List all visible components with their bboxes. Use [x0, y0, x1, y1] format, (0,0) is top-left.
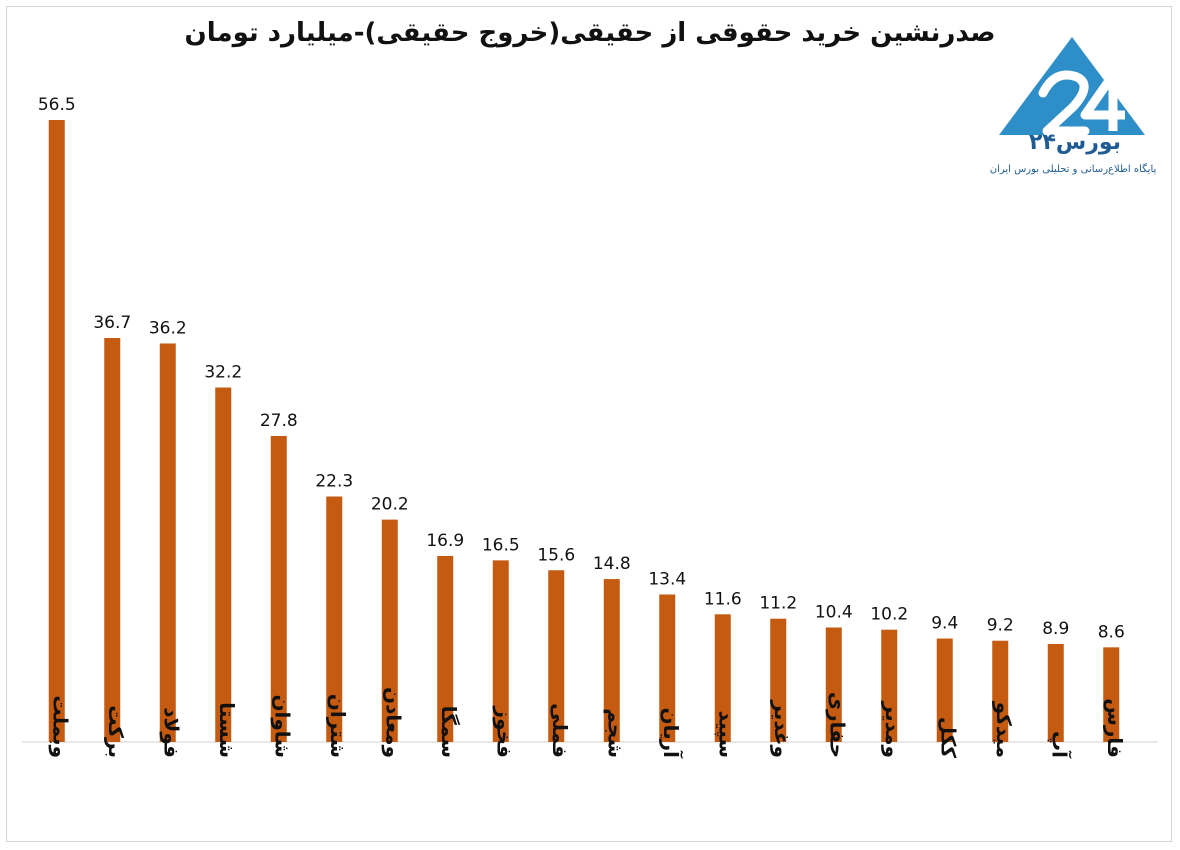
data-label-6: 22.3	[315, 472, 353, 492]
x-tick-label-15: حفاری	[825, 692, 849, 758]
data-label-12: 13.4	[648, 569, 686, 589]
bar-12	[659, 594, 676, 742]
x-tick-label-3: فولاد	[159, 707, 183, 758]
bar-1	[48, 120, 65, 742]
data-label-3: 36.2	[149, 318, 187, 338]
data-label-18: 9.2	[987, 616, 1014, 636]
bar-13	[714, 614, 731, 742]
x-tick-label-12: آریان	[659, 708, 684, 760]
bar-6	[326, 496, 343, 742]
logo-tagline: پایگاه اطلاع‌رسانی و تحلیلی بورس ایران	[989, 164, 1157, 175]
bar-16	[881, 629, 898, 742]
bar-18	[992, 640, 1009, 742]
bar-15	[825, 627, 842, 742]
bar-10	[548, 570, 565, 742]
data-label-5: 27.8	[260, 411, 298, 431]
data-label-16: 10.2	[870, 605, 908, 625]
x-tick-label-17: ککل	[936, 717, 960, 758]
x-tick-label-2: برکت	[104, 705, 128, 758]
data-label-20: 8.6	[1098, 622, 1125, 642]
x-tick-label-20: فارس	[1103, 698, 1127, 758]
data-label-10: 15.6	[537, 545, 575, 565]
chart-frame	[6, 6, 1172, 842]
data-label-17: 9.4	[931, 614, 958, 634]
bar-8	[437, 555, 454, 742]
data-label-15: 10.4	[815, 603, 853, 623]
x-tick-label-14: وغدیر	[770, 699, 794, 758]
data-label-1: 56.5	[38, 95, 76, 115]
x-tick-label-18: میدکو	[992, 701, 1016, 758]
bar-7	[381, 519, 398, 742]
x-tick-label-13: سپید	[713, 710, 738, 758]
bar-11	[603, 579, 620, 742]
x-tick-label-4: شستا	[215, 702, 239, 758]
logo-name: بورس۲۴	[1029, 130, 1121, 155]
data-label-7: 20.2	[371, 495, 409, 515]
x-tick-label-16: ومدیر	[881, 701, 905, 758]
x-tick-label-9: فخوز	[492, 705, 516, 758]
bar-4	[215, 387, 232, 742]
x-tick-label-11: شجم	[603, 708, 627, 758]
bar-3	[159, 343, 176, 742]
bourse24-logo-icon	[999, 37, 1145, 136]
data-label-13: 11.6	[704, 589, 742, 609]
x-tick-label-5: شاوان	[270, 694, 294, 758]
bar-2	[104, 337, 121, 742]
bar-5	[270, 435, 287, 742]
x-tick-label-10: فملی	[548, 703, 572, 758]
data-label-8: 16.9	[426, 531, 464, 551]
x-tick-label-6: شتران	[326, 694, 350, 758]
bar-20	[1103, 647, 1120, 742]
data-label-4: 32.2	[204, 363, 242, 383]
x-tick-label-8: سمگا	[437, 706, 461, 758]
data-label-2: 36.7	[93, 313, 131, 333]
x-tick-label-1: وبملت	[48, 695, 72, 758]
bar-19	[1047, 644, 1064, 742]
data-label-9: 16.5	[482, 535, 520, 555]
x-tick-label-19: آپ	[1047, 731, 1072, 759]
chart-title: صدرنشین خرید حقوقی از حقیقی(خروج حقیقی)-…	[184, 18, 996, 48]
x-tick-label-7: ومعادن	[381, 687, 405, 758]
data-label-19: 8.9	[1042, 619, 1069, 639]
bar-9	[492, 560, 509, 742]
data-label-14: 11.2	[759, 594, 797, 614]
data-label-11: 14.8	[593, 554, 631, 574]
bar-17	[936, 638, 953, 742]
bar-14	[770, 618, 787, 742]
